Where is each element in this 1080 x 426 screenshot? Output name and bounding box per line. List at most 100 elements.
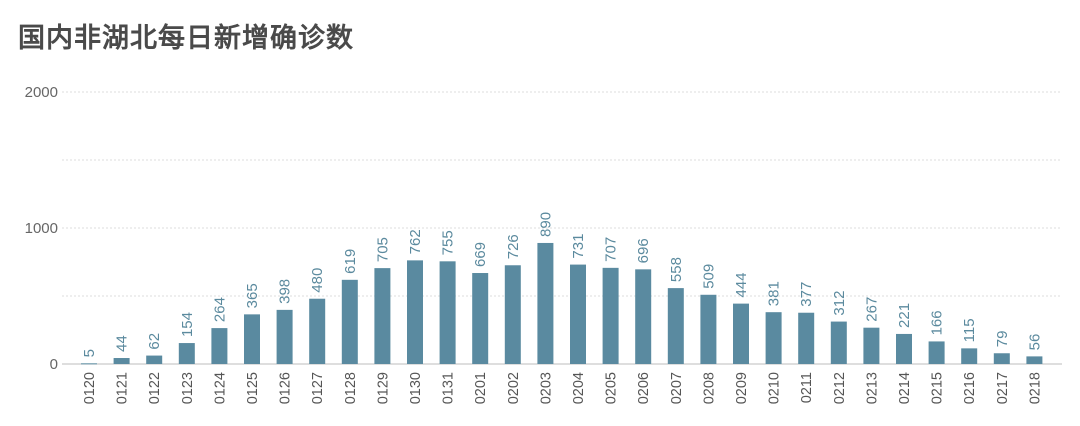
data-label: 669: [472, 242, 489, 267]
x-tick-label: 0209: [734, 372, 750, 404]
bar: [244, 314, 260, 364]
x-tick-label: 0131: [441, 372, 457, 404]
x-tick-label: 0217: [995, 372, 1011, 404]
data-labels: 5 44 62 154 264 365 398 480 619 705 762 755 669 726 89…: [81, 212, 1043, 357]
data-label: 62: [146, 333, 163, 350]
bar: [733, 303, 749, 364]
x-tick-label: 0205: [604, 372, 620, 404]
bar: [374, 268, 391, 364]
data-label: 115: [961, 318, 978, 342]
bar: [439, 261, 456, 364]
x-tick-label: 0207: [669, 372, 685, 404]
data-label: 154: [179, 312, 196, 337]
x-tick-label: 0214: [897, 372, 913, 404]
x-tick-label: 0215: [930, 372, 946, 404]
x-tick-label: 0202: [506, 372, 522, 404]
data-label: 480: [309, 268, 326, 293]
bar: [993, 353, 1010, 364]
x-tick-label: 0201: [473, 372, 489, 404]
data-label: 619: [342, 249, 359, 274]
data-label: 558: [668, 257, 685, 282]
bar: [570, 264, 586, 364]
x-tick-label: 0211: [799, 372, 815, 403]
x-tick-label: 0120: [82, 372, 98, 404]
y-tick-label: 0: [50, 356, 58, 373]
data-label: 890: [537, 212, 554, 237]
bar: [178, 343, 195, 364]
bar: [211, 328, 228, 364]
bar: [309, 298, 326, 364]
data-label: 509: [700, 264, 717, 289]
x-tick-label: 0213: [864, 372, 880, 404]
x-tick-label: 0128: [343, 372, 359, 404]
bar: [700, 294, 717, 364]
bar: [602, 267, 619, 364]
bar: [504, 265, 521, 364]
x-tick-label: 0125: [245, 372, 261, 404]
x-tick-label: 0122: [147, 372, 163, 404]
data-label: 731: [570, 234, 587, 259]
bar: [961, 348, 978, 364]
bar: [341, 279, 358, 364]
bar: [113, 358, 130, 364]
x-tick-label: 0218: [1027, 372, 1043, 404]
data-label: 79: [994, 331, 1011, 348]
bar: [537, 242, 554, 364]
bar: [863, 327, 880, 364]
data-label: 365: [244, 283, 261, 308]
bar: [667, 288, 684, 364]
bars: [81, 242, 1043, 365]
bar: [765, 312, 782, 364]
data-label: 381: [766, 281, 783, 306]
x-tick-label: 0126: [278, 372, 294, 404]
data-label: 56: [1026, 334, 1043, 351]
data-label: 398: [277, 279, 294, 304]
y-axis: 0 1000 2000: [25, 84, 58, 373]
data-label: 166: [929, 310, 946, 335]
bar: [407, 260, 423, 364]
bar: [472, 273, 489, 364]
x-tick-label: 0121: [115, 372, 131, 404]
x-tick-label: 0124: [212, 372, 228, 404]
x-tick-label: 0130: [408, 372, 424, 404]
data-label: 221: [896, 303, 913, 328]
x-tick-label: 0204: [571, 372, 587, 404]
data-label: 705: [374, 237, 391, 262]
bar: [1026, 356, 1043, 364]
bar: [276, 309, 293, 364]
data-label: 5: [81, 349, 98, 357]
data-label: 696: [635, 238, 652, 263]
chart-title: 国内非湖北每日新增确诊数: [18, 23, 354, 54]
x-tick-label: 0208: [701, 372, 717, 404]
y-tick-label: 1000: [25, 220, 58, 237]
data-label: 264: [211, 297, 228, 322]
data-label: 755: [440, 230, 457, 255]
data-label: 444: [733, 273, 750, 298]
bar: [146, 355, 163, 364]
data-label: 762: [407, 229, 424, 254]
x-axis: 0120 0121 0122 0123 0124 0125 0126 0127 0128 0129…: [82, 372, 1043, 404]
data-label: 707: [603, 237, 620, 262]
x-tick-label: 0216: [962, 372, 978, 404]
bar: [896, 333, 912, 364]
x-tick-label: 0206: [636, 372, 652, 404]
bar: [635, 269, 652, 364]
data-label: 267: [863, 297, 880, 322]
data-label: 312: [831, 291, 848, 316]
x-tick-label: 0127: [310, 372, 326, 404]
x-tick-label: 0129: [375, 372, 391, 404]
data-label: 377: [798, 282, 815, 307]
x-tick-label: 0203: [538, 372, 554, 404]
x-tick-label: 0123: [180, 372, 196, 404]
grid-lines: [62, 91, 1062, 365]
y-tick-label: 2000: [25, 84, 58, 101]
bar: [928, 341, 945, 364]
bar: [830, 321, 847, 364]
data-label: 726: [505, 234, 522, 259]
bar: [81, 363, 97, 365]
bar: [798, 312, 815, 364]
x-tick-label: 0212: [832, 372, 848, 404]
x-tick-label: 0210: [767, 372, 783, 404]
data-label: 44: [114, 335, 131, 352]
